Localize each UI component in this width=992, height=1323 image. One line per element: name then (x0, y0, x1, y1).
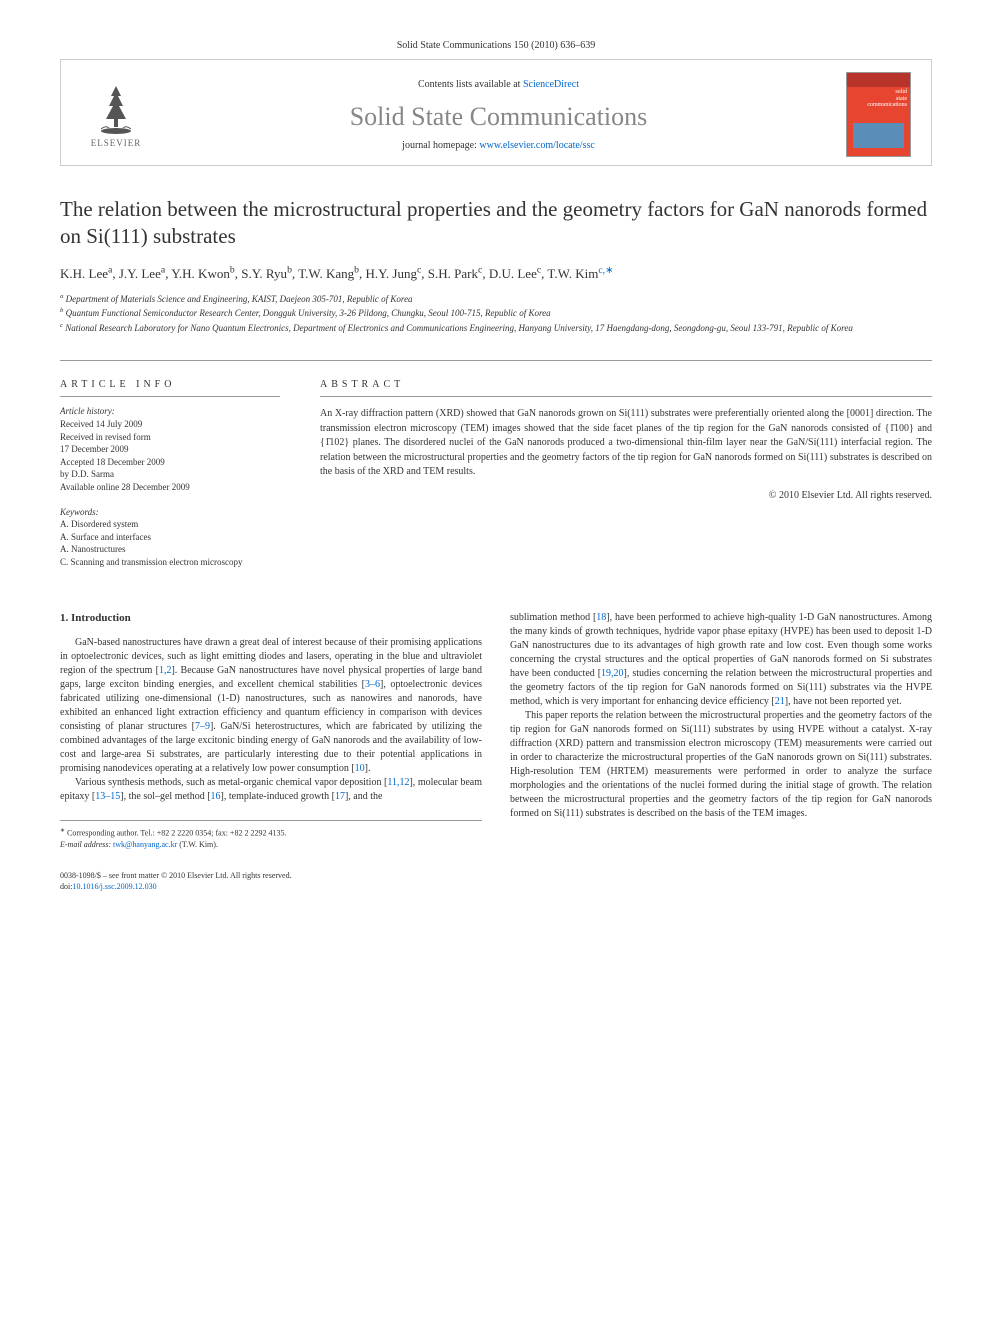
journal-homepage: journal homepage: www.elsevier.com/locat… (151, 140, 846, 151)
history-label: Article history: (60, 405, 280, 418)
intro-paragraph-1: GaN-based nanostructures have drawn a gr… (60, 636, 482, 776)
accepted-date: Accepted 18 December 2009 (60, 456, 280, 469)
intro-paragraph-3: This paper reports the relation between … (510, 709, 932, 821)
intro-paragraph-2b: sublimation method [18], have been perfo… (510, 611, 932, 709)
cover-text-1: solid (850, 89, 907, 96)
revised-label: Received in revised form (60, 431, 280, 444)
received-date: Received 14 July 2009 (60, 418, 280, 431)
ref-link-21[interactable]: 21 (775, 696, 785, 707)
homepage-label: journal homepage: (402, 140, 479, 151)
keyword-4: C. Scanning and transmission electron mi… (60, 556, 280, 569)
ref-link-3-6[interactable]: 3–6 (365, 679, 380, 690)
abstract-text: An X-ray diffraction pattern (XRD) showe… (320, 407, 932, 480)
online-date: Available online 28 December 2009 (60, 481, 280, 494)
journal-cover-thumbnail: solid state communications (846, 72, 911, 157)
ref-link-11-12[interactable]: 11,12 (387, 777, 409, 788)
contents-available-text: Contents lists available at (418, 79, 523, 90)
body-column-left: 1. Introduction GaN-based nanostructures… (60, 611, 482, 850)
cover-text-2: state (850, 96, 907, 103)
ref-link-17[interactable]: 17 (335, 791, 345, 802)
ref-link-1-2[interactable]: 1,2 (159, 665, 172, 676)
corresponding-author-footnote: ∗ Corresponding author. Tel.: +82 2 2220… (60, 827, 482, 839)
keywords-label: Keywords: (60, 506, 280, 519)
body-column-right: sublimation method [18], have been perfo… (510, 611, 932, 850)
affiliation-b: b Quantum Functional Semiconductor Resea… (60, 306, 932, 321)
article-info-column: ARTICLE INFO Article history: Received 1… (60, 379, 280, 580)
journal-header-box: ELSEVIER Contents lists available at Sci… (60, 59, 932, 166)
ref-link-10[interactable]: 10 (355, 763, 365, 774)
ref-link-18[interactable]: 18 (596, 612, 606, 623)
keywords: Keywords: A. Disordered system A. Surfac… (60, 506, 280, 569)
elsevier-logo: ELSEVIER (81, 75, 151, 155)
authors-names: K.H. Leea, J.Y. Leea, Y.H. Kwonb, S.Y. R… (60, 266, 598, 281)
email-link[interactable]: twk@hanyang.ac.kr (113, 840, 177, 849)
affiliations: a Department of Materials Science and En… (60, 292, 932, 336)
cover-text-3: communications (850, 102, 907, 109)
article-info-header: ARTICLE INFO (60, 379, 280, 397)
body-columns: 1. Introduction GaN-based nanostructures… (60, 611, 932, 850)
homepage-link[interactable]: www.elsevier.com/locate/ssc (479, 140, 594, 151)
keyword-2: A. Surface and interfaces (60, 531, 280, 544)
ref-link-13-15[interactable]: 13–15 (95, 791, 120, 802)
authors-list: K.H. Leea, J.Y. Leea, Y.H. Kwonb, S.Y. R… (60, 265, 932, 282)
sciencedirect-link[interactable]: ScienceDirect (523, 79, 579, 90)
intro-paragraph-2a: Various synthesis methods, such as metal… (60, 776, 482, 804)
revised-date: 17 December 2009 (60, 443, 280, 456)
page-footer: 0038-1098/$ – see front matter © 2010 El… (60, 870, 932, 892)
corresponding-author-marker[interactable]: c,∗ (598, 265, 613, 276)
keyword-3: A. Nanostructures (60, 543, 280, 556)
ref-link-16[interactable]: 16 (211, 791, 221, 802)
affiliation-c: c National Research Laboratory for Nano … (60, 321, 932, 336)
doi-link[interactable]: 10.1016/j.ssc.2009.12.030 (72, 882, 156, 891)
elsevier-tree-icon (91, 81, 141, 136)
abstract-column: ABSTRACT An X-ray diffraction pattern (X… (320, 379, 932, 580)
footnotes: ∗ Corresponding author. Tel.: +82 2 2220… (60, 820, 482, 850)
email-footnote: E-mail address: twk@hanyang.ac.kr (T.W. … (60, 839, 482, 850)
doi-line: doi:10.1016/j.ssc.2009.12.030 (60, 881, 932, 892)
issn-line: 0038-1098/$ – see front matter © 2010 El… (60, 870, 932, 881)
affiliation-a: a Department of Materials Science and En… (60, 292, 932, 307)
editor: by D.D. Sarma (60, 468, 280, 481)
ref-link-7-9[interactable]: 7–9 (195, 721, 210, 732)
abstract-copyright: © 2010 Elsevier Ltd. All rights reserved… (320, 490, 932, 501)
article-title: The relation between the microstructural… (60, 196, 932, 251)
article-history: Article history: Received 14 July 2009 R… (60, 405, 280, 493)
elsevier-label: ELSEVIER (91, 138, 142, 148)
section-heading-introduction: 1. Introduction (60, 611, 482, 626)
contents-available: Contents lists available at ScienceDirec… (151, 79, 846, 90)
ref-link-19-20[interactable]: 19,20 (601, 668, 624, 679)
journal-title: Solid State Communications (151, 102, 846, 132)
header-citation: Solid State Communications 150 (2010) 63… (60, 40, 932, 51)
abstract-header: ABSTRACT (320, 379, 932, 397)
keyword-1: A. Disordered system (60, 518, 280, 531)
